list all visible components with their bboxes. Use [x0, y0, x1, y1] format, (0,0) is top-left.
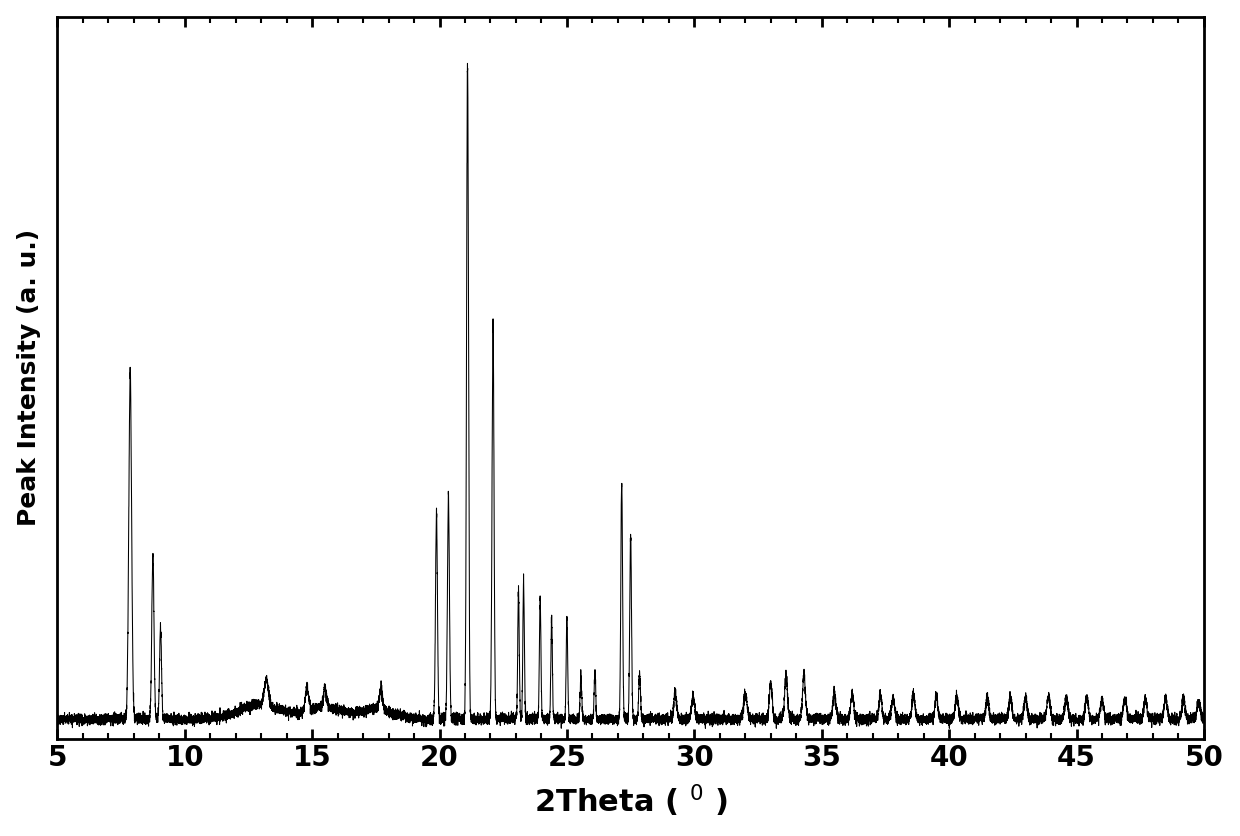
X-axis label: 2Theta ( $^0$ ): 2Theta ( $^0$ )	[534, 782, 728, 819]
Y-axis label: Peak Intensity (a. u.): Peak Intensity (a. u.)	[16, 229, 41, 527]
